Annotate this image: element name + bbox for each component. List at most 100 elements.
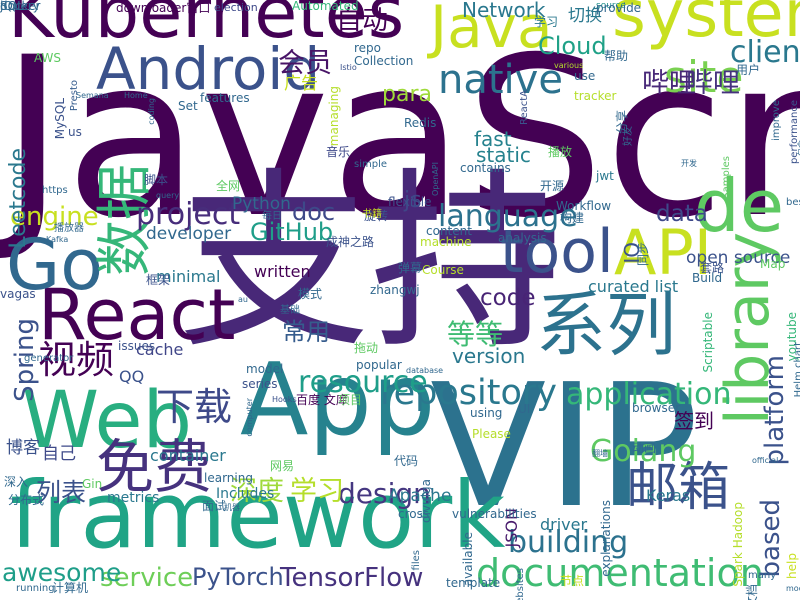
word-58: doc bbox=[292, 198, 336, 226]
word-191: files bbox=[411, 550, 422, 571]
word-186: explanations bbox=[599, 500, 613, 577]
word-45: 学习 bbox=[290, 476, 344, 507]
word-8: App bbox=[240, 341, 436, 458]
word-110: 音乐 bbox=[326, 145, 351, 159]
word-3: framework bbox=[10, 462, 506, 569]
word-86: 切换 bbox=[568, 6, 602, 26]
word-174: 网易 bbox=[270, 459, 295, 473]
word-113: 播放 bbox=[548, 145, 573, 159]
word-47: 哔哩 bbox=[642, 68, 696, 99]
word-151: Build bbox=[692, 271, 723, 285]
word-120: 脚本 bbox=[144, 173, 169, 187]
word-154: 基础 bbox=[280, 305, 300, 316]
word-126: flexible bbox=[388, 195, 432, 209]
word-57: data bbox=[656, 201, 708, 227]
word-189: modern bbox=[786, 584, 800, 593]
word-53: Cloud bbox=[538, 32, 607, 60]
word-195: template bbox=[446, 576, 501, 590]
word-197: 计算机 bbox=[52, 581, 89, 595]
word-107: MySQL bbox=[53, 98, 67, 140]
word-41: GitHub bbox=[250, 218, 334, 246]
word-140: Kafka bbox=[46, 235, 69, 244]
word-92: AWS bbox=[34, 51, 62, 65]
word-181: learning bbox=[204, 471, 253, 485]
word-24: repository bbox=[380, 373, 557, 413]
word-104: ReactA bbox=[519, 90, 530, 126]
word-89: repo bbox=[354, 41, 382, 55]
word-184: vulnerabilities bbox=[452, 507, 537, 521]
word-121: 全网 bbox=[216, 179, 241, 193]
word-200: docker bbox=[0, 0, 41, 13]
word-180: 分布式 bbox=[8, 493, 45, 507]
word-4: Kubernetes bbox=[8, 0, 405, 54]
word-167: using bbox=[470, 406, 503, 420]
word-76: Includes bbox=[216, 486, 275, 502]
word-22: site bbox=[664, 52, 744, 103]
word-20: documentation bbox=[476, 551, 764, 595]
word-188: help bbox=[785, 553, 799, 579]
word-48: 哔哩 bbox=[686, 68, 740, 99]
word-125: jwt bbox=[596, 169, 614, 183]
word-192: websites bbox=[515, 568, 526, 600]
word-129: Samples bbox=[721, 156, 732, 199]
word-55: version bbox=[452, 344, 526, 368]
word-13: API bbox=[614, 216, 713, 289]
word-46: 列表 bbox=[36, 478, 87, 507]
word-91: 帮助 bbox=[604, 49, 629, 63]
word-108: coding bbox=[147, 98, 156, 125]
word-173: Gin bbox=[82, 477, 103, 491]
word-198: SQL bbox=[0, 0, 24, 13]
word-75: Apache bbox=[388, 486, 452, 506]
word-68: static bbox=[476, 143, 531, 167]
word-123: query bbox=[156, 191, 180, 200]
word-175: 代码 bbox=[394, 454, 419, 468]
word-50: 会员 bbox=[278, 48, 332, 79]
word-158: generator bbox=[24, 353, 74, 364]
word-136: content bbox=[426, 224, 472, 238]
word-145: 框架 bbox=[146, 273, 171, 287]
word-139: 播放器 bbox=[54, 223, 84, 234]
word-78: driver bbox=[540, 515, 588, 534]
word-142: 同步 bbox=[636, 242, 650, 267]
word-21: native bbox=[438, 57, 563, 103]
word-23: client bbox=[730, 35, 800, 70]
word-194: 文档 bbox=[745, 584, 759, 600]
word-36: service bbox=[100, 563, 194, 593]
word-183: 机器 bbox=[224, 503, 240, 512]
word-95: 用户 bbox=[736, 63, 761, 77]
word-11: Go bbox=[6, 224, 104, 306]
word-25: application bbox=[566, 377, 732, 412]
word-96: use bbox=[574, 69, 596, 83]
word-124: 开源 bbox=[540, 179, 565, 193]
word-137: machine bbox=[420, 235, 472, 249]
word-18: 免费 bbox=[96, 433, 213, 501]
word-44: 深度 bbox=[230, 476, 284, 507]
word-52: para bbox=[382, 82, 432, 107]
word-141: 弹幕 bbox=[398, 261, 423, 275]
word-132: 成神之路 bbox=[326, 235, 375, 249]
word-65: curated list bbox=[588, 277, 679, 296]
word-28: 下载 bbox=[156, 385, 233, 429]
word-164: Hooks bbox=[272, 395, 297, 404]
word-100: Home bbox=[124, 91, 148, 100]
word-15: tool bbox=[500, 217, 614, 287]
word-14: de bbox=[694, 164, 784, 248]
word-67: fast bbox=[474, 127, 512, 151]
word-73: 博客 bbox=[6, 438, 40, 458]
word-97: 广告 bbox=[284, 74, 318, 94]
word-122: https bbox=[42, 185, 68, 196]
word-150: au bbox=[238, 295, 248, 304]
word-196: running bbox=[16, 583, 55, 594]
word-155: 拖动 bbox=[354, 341, 379, 355]
word-79: metrics bbox=[107, 490, 160, 506]
word-103: managing bbox=[327, 86, 341, 147]
word-49: 自动 bbox=[336, 6, 389, 36]
word-117: improve bbox=[771, 100, 782, 141]
word-99: Semana bbox=[76, 91, 109, 100]
word-144: Map bbox=[760, 257, 786, 271]
word-185: 节点 bbox=[560, 574, 585, 588]
word-35: PyTorch bbox=[192, 563, 284, 591]
word-43: 常用 bbox=[282, 318, 330, 346]
word-106: Redis bbox=[404, 116, 437, 130]
